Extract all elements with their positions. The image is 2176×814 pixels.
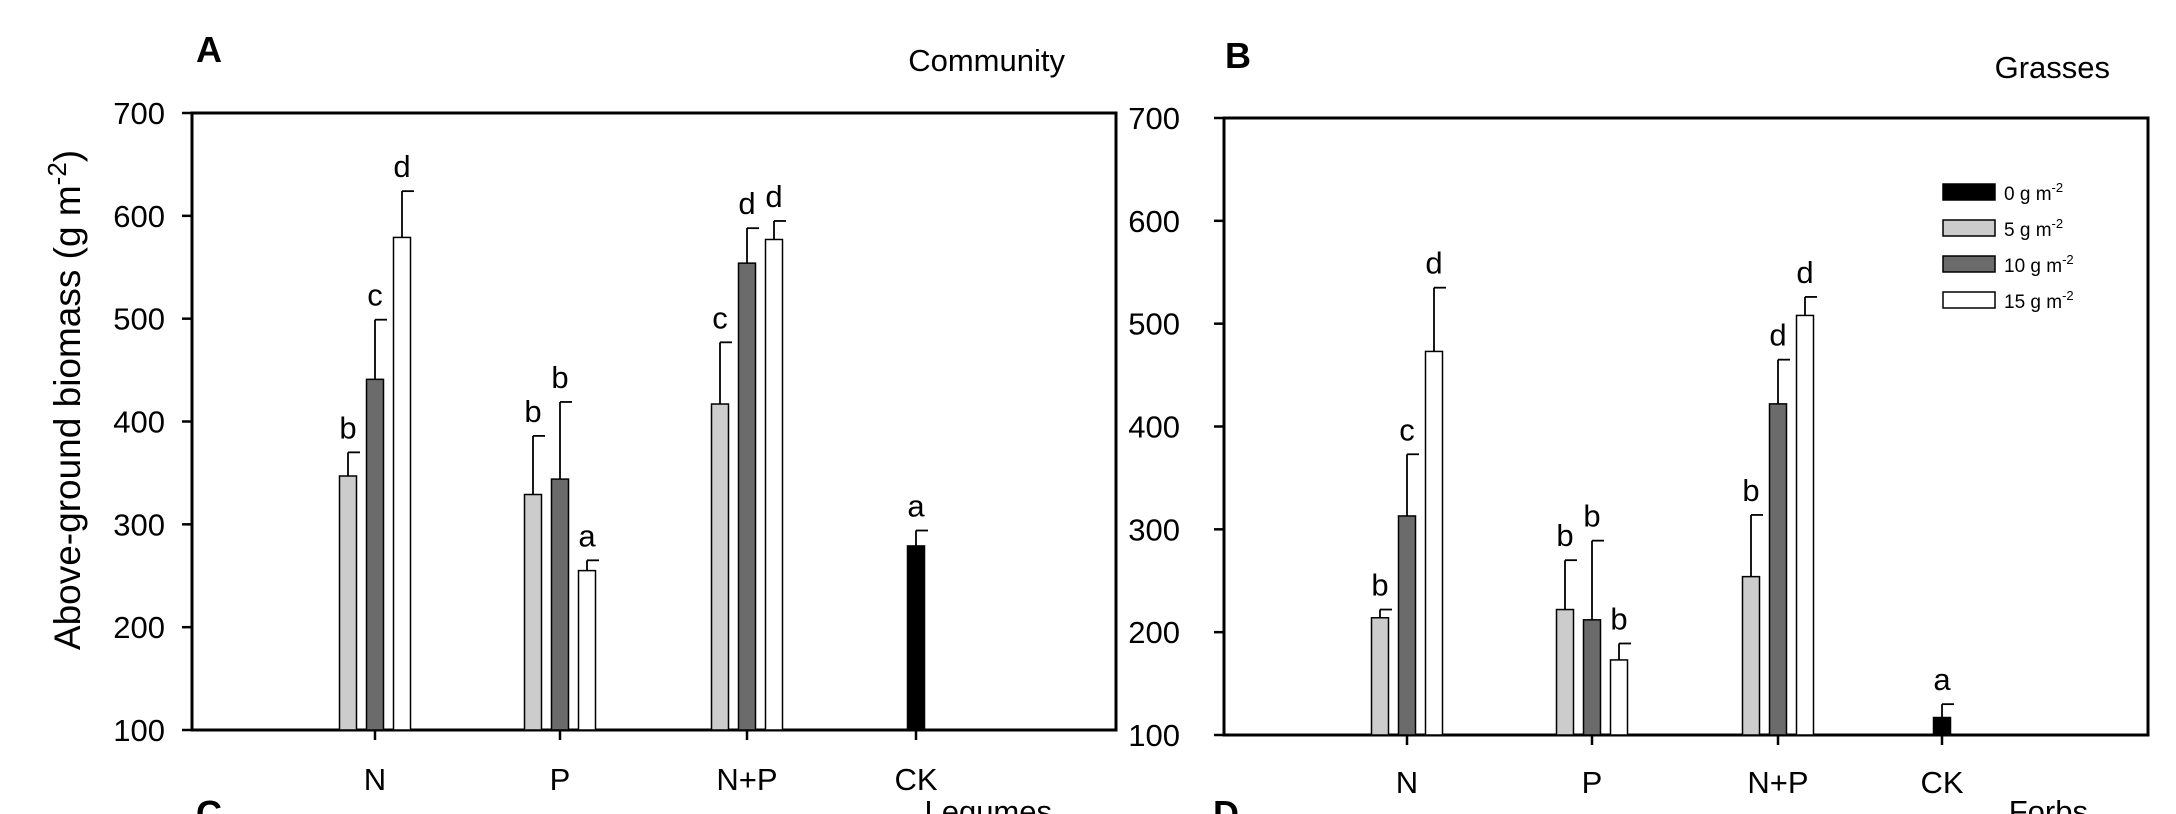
x-tick-label: P [550,762,571,797]
legend: 0 g m-2 5 g m-2 10 g m-2 15 g m-2 [1942,180,2074,313]
significance-letter: d [1425,246,1442,281]
y-tick-label: 400 [1128,410,1180,445]
y-tick-label: 700 [113,96,165,131]
y-tick-label: 100 [1128,718,1180,753]
x-tick-label: N [364,762,386,797]
x-tick-label: N+P [1747,765,1808,800]
bar [392,236,412,731]
y-tick-label: 400 [113,405,165,440]
panel-a-title: Community [908,43,1065,78]
bar [710,403,730,731]
significance-letter: d [1769,318,1786,353]
bar [737,262,757,731]
y-tick-label: 300 [1128,512,1180,547]
bar [1768,403,1788,736]
bar [1424,350,1444,736]
bar [1582,619,1602,736]
panel-a-letter: A [196,29,222,70]
legend-label: 5 g m-2 [2004,216,2063,241]
legend-swatch [1942,291,1996,309]
x-tick-label: N [1396,765,1418,800]
legend-swatch [1942,255,1996,273]
bar [1370,617,1390,736]
significance-letter: c [712,300,728,335]
plot-frame [1222,116,2150,737]
significance-letter: c [1399,412,1415,447]
bar [1609,659,1629,736]
bar [1932,716,1952,736]
bar [365,378,385,731]
x-tick-label: N+P [716,762,777,797]
significance-letter: b [524,394,541,429]
legend-item: 5 g m-2 [1942,216,2063,241]
bar [523,493,543,731]
x-tick-label: CK [1920,765,1963,800]
legend-label: 15 g m-2 [2004,288,2074,313]
bar [1741,575,1761,736]
significance-letter: d [738,186,755,221]
y-tick-label: 100 [113,713,165,748]
panel-d-letter: D [1213,793,1239,814]
y-tick-label: 500 [113,302,165,337]
significance-letter: c [367,278,383,313]
bar [906,545,926,731]
significance-letter: b [339,410,356,445]
bar [550,478,570,731]
y-tick-label: 700 [1128,101,1180,136]
panel-b-letter: B [1225,35,1251,76]
y-tick-label: 300 [113,507,165,542]
significance-letter: a [578,518,596,553]
significance-letter: d [1796,255,1813,290]
significance-letter: b [1742,473,1759,508]
significance-letter: b [551,360,568,395]
x-tick-label: P [1582,765,1603,800]
bar [338,475,358,731]
significance-letter: b [1371,568,1388,603]
legend-swatch [1942,219,1996,237]
significance-letter: d [393,149,410,184]
significance-letter: b [1610,601,1627,636]
significance-letter: d [765,179,782,214]
panel-c-title: Legumes [924,794,1052,814]
bar [1555,608,1575,736]
legend-item: 0 g m-2 [1942,180,2063,205]
panel-c-letter: C [196,793,222,814]
legend-swatch [1942,183,1996,201]
plot-frame [190,111,1118,732]
bar [1397,515,1417,736]
significance-letter: b [1583,499,1600,534]
legend-item: 15 g m-2 [1942,288,2074,313]
panel-b-title: Grasses [1995,50,2110,85]
legend-label: 0 g m-2 [2004,180,2063,205]
significance-letter: b [1556,518,1573,553]
legend-label: 10 g m-2 [2004,252,2074,277]
y-tick-label: 600 [1128,204,1180,239]
significance-letter: a [907,489,925,524]
y-tick-label: 500 [1128,307,1180,342]
y-tick-label: 200 [113,610,165,645]
significance-letter: a [1933,662,1951,697]
panel-a-ylabel: Above-ground biomass (g m-2) [42,150,88,650]
y-tick-label: 600 [113,199,165,234]
y-tick-label: 200 [1128,615,1180,650]
bar [764,238,784,731]
panel-d-title: Forbs [2009,794,2088,814]
x-tick-label: CK [894,762,937,797]
legend-item: 10 g m-2 [1942,252,2074,277]
bar [1795,314,1815,736]
bar [577,569,597,731]
